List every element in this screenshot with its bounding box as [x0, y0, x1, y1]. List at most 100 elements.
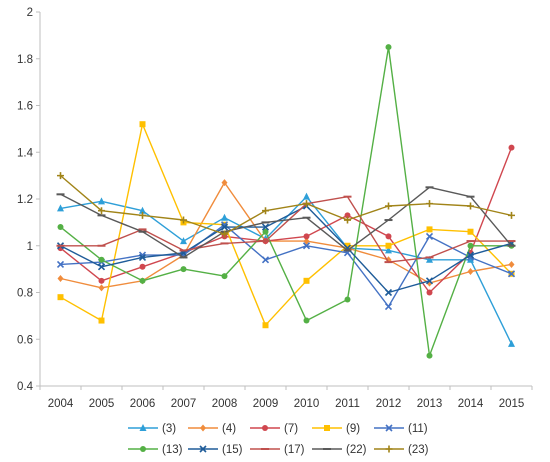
data-point — [344, 296, 351, 303]
y-tick-label: 2 — [27, 7, 33, 19]
legend-item: (13) — [128, 444, 183, 456]
series-line — [60, 195, 513, 345]
legend-label: (3) — [162, 423, 176, 435]
data-point — [344, 216, 351, 224]
data-point — [467, 242, 474, 249]
x-tick-label: 2008 — [212, 398, 238, 410]
data-point — [221, 230, 228, 238]
series-line — [60, 205, 512, 294]
data-point — [466, 253, 475, 262]
data-point — [385, 242, 392, 249]
series-15 — [56, 202, 516, 297]
data-point — [180, 216, 187, 224]
legend-item: (17) — [250, 444, 305, 456]
data-point — [139, 121, 146, 128]
y-tick-label: 0.4 — [17, 381, 34, 393]
legend-item: (11) — [374, 423, 428, 435]
data-point — [200, 424, 206, 432]
x-tick-labels: 2004 2005 2006 2007 2008 2009 2010 2011 2012 2013… — [39, 386, 533, 410]
legend-label: (15) — [222, 444, 243, 456]
x-tick-label: 2006 — [130, 398, 156, 410]
data-point — [262, 207, 269, 215]
data-point — [426, 352, 433, 359]
data-point — [426, 289, 433, 296]
data-point — [508, 339, 515, 347]
series-layer — [56, 44, 516, 359]
data-point — [221, 213, 228, 221]
series-line — [60, 181, 512, 289]
data-point — [426, 226, 433, 233]
legend-label: (4) — [222, 423, 236, 435]
data-point — [140, 446, 146, 452]
data-point — [507, 270, 516, 278]
y-tick-label: 1.2 — [17, 194, 33, 206]
data-point — [57, 274, 64, 282]
data-point — [344, 242, 351, 249]
series-17 — [56, 195, 516, 264]
x-tick-label: 2009 — [253, 398, 279, 410]
data-point — [303, 277, 310, 284]
data-point — [180, 237, 187, 245]
data-point — [57, 172, 64, 180]
data-point — [425, 277, 434, 285]
data-point — [139, 424, 147, 431]
legend-item: (7) — [250, 423, 298, 435]
data-point — [138, 253, 147, 262]
data-point — [303, 192, 310, 200]
data-point — [262, 228, 269, 235]
series-23 — [57, 172, 515, 238]
y-tick-label: 0.6 — [17, 334, 33, 346]
data-point — [385, 233, 392, 240]
data-point — [57, 204, 64, 212]
data-point — [385, 424, 393, 432]
legend-label: (9) — [346, 423, 360, 435]
data-point — [98, 207, 105, 215]
x-tick-label: 2005 — [89, 398, 115, 410]
series-line — [60, 46, 512, 357]
data-point — [385, 202, 392, 210]
data-point — [221, 273, 228, 280]
data-point — [508, 144, 515, 151]
series-line — [60, 175, 512, 235]
data-point — [426, 200, 433, 208]
data-point — [57, 224, 64, 231]
legend-label: (23) — [408, 444, 429, 456]
y-tick-label: 1.4 — [17, 147, 34, 159]
data-point — [262, 425, 268, 431]
data-point — [467, 267, 474, 275]
series-line — [60, 195, 512, 263]
x-tick-label: 2010 — [294, 398, 320, 410]
x-tick-label: 2014 — [458, 398, 484, 410]
series-line — [60, 186, 513, 259]
data-point — [508, 260, 515, 268]
y-tick-label: 1.6 — [17, 101, 33, 113]
legend-label: (22) — [346, 444, 367, 456]
data-point — [97, 263, 106, 271]
data-point — [139, 263, 146, 270]
data-point — [425, 232, 434, 240]
data-point — [324, 425, 330, 431]
data-point — [261, 223, 270, 231]
series-line — [60, 223, 512, 308]
data-point — [220, 223, 229, 231]
y-tick-label: 0.8 — [17, 288, 33, 300]
legend-label: (11) — [408, 423, 428, 435]
x-tick-label: 2004 — [48, 398, 74, 410]
series-line — [60, 147, 513, 294]
data-point — [344, 212, 351, 219]
data-point — [303, 237, 310, 245]
data-point — [426, 255, 433, 263]
data-point — [139, 211, 146, 219]
data-point — [385, 445, 393, 453]
x-tick-label: 2013 — [417, 398, 443, 410]
y-tick-label: 1.8 — [17, 54, 33, 66]
data-point — [180, 266, 187, 273]
y-tick-label: 1 — [27, 241, 33, 253]
x-tick-label: 2015 — [499, 398, 525, 410]
legend-label: (17) — [284, 444, 305, 456]
data-point — [261, 256, 270, 264]
series-line — [60, 123, 513, 326]
data-point — [57, 294, 64, 301]
data-point — [98, 317, 105, 324]
